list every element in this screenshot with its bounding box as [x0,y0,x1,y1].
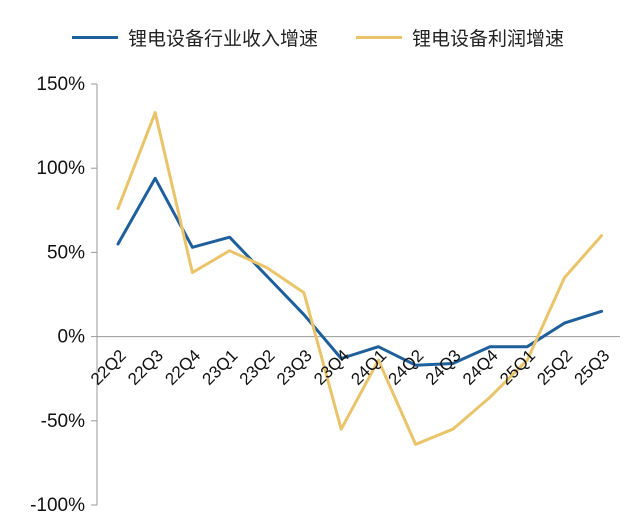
x-tick-label: 22Q2 [87,346,130,389]
x-tick-label: 25Q2 [533,346,576,389]
x-tick-label: 23Q1 [199,346,242,389]
legend-item-profit: 锂电设备利润增速 [356,24,564,51]
x-tick-label: 22Q4 [161,346,204,389]
legend-label-revenue: 锂电设备行业收入增速 [128,28,319,50]
x-tick-label: 25Q1 [496,346,539,389]
x-tick-label: 22Q3 [124,346,167,389]
y-tick-label: 0% [58,327,86,348]
y-tick-label: -50% [41,411,85,432]
legend-swatch-profit [356,36,403,39]
x-tick-label: 23Q2 [236,346,279,389]
x-tick-label: 24Q3 [422,346,465,389]
legend-swatch-revenue [72,36,118,39]
x-tick-label: 23Q4 [310,346,353,389]
y-tick-label: 150% [36,74,85,95]
legend-item-revenue: 锂电设备行业收入增速 [72,24,318,51]
x-tick-label: 24Q1 [347,346,390,389]
series-line-0 [116,176,604,367]
legend-label-profit: 锂电设备利润增速 [412,28,565,50]
x-tick-label: 25Q3 [571,346,614,389]
legend: 锂电设备行业收入增速 锂电设备利润增速 [72,24,564,51]
series-line-1 [116,111,604,446]
y-tick-label: 100% [36,158,85,179]
x-tick-label: 23Q3 [273,346,316,389]
y-tick-label: -100% [30,495,85,516]
y-tick-label: 50% [47,242,85,263]
